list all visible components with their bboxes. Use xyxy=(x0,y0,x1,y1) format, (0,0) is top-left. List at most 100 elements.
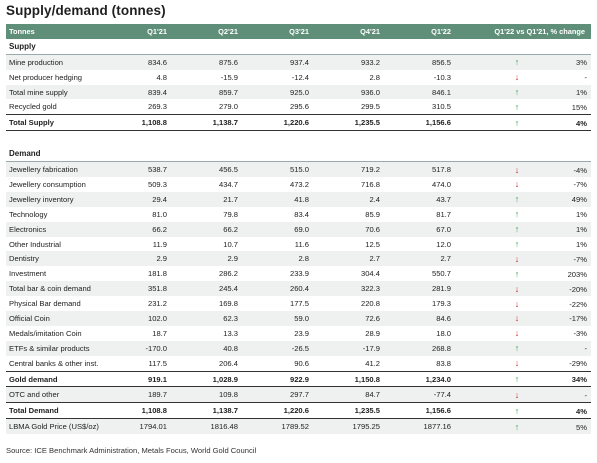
header-tonnes: Tonnes xyxy=(6,24,102,39)
arrow-down-icon: ↓ xyxy=(514,179,520,190)
change-cell: ↑ 34% xyxy=(457,370,591,388)
value-cell: -10.3 xyxy=(433,72,451,82)
table-row-lbma-gold-price-us-oz: LBMA Gold Price (US$/oz) 1794.01 1816.48 17… xyxy=(6,418,591,435)
value-cell: 13.3 xyxy=(223,328,238,338)
value-cell: 279.0 xyxy=(218,102,238,112)
change-cell: ↓ -3% xyxy=(457,326,591,341)
value-cell: 304.4 xyxy=(360,269,380,279)
value-cell: -170.0 xyxy=(102,340,173,356)
pct-change: -29% xyxy=(569,359,587,369)
value-cell: 67.0 xyxy=(386,221,457,237)
row-label: LBMA Gold Price (US$/oz) xyxy=(6,418,102,435)
value-cell: 1,028.9 xyxy=(173,370,244,388)
arrow-up-icon: ↑ xyxy=(514,239,520,250)
value-cell: 18.0 xyxy=(436,328,451,338)
row-label: Net producer hedging xyxy=(9,72,83,82)
section-label: Supply xyxy=(6,38,591,55)
table-row-total-bar-coin-demand: Total bar & coin demand 351.8 245.4 260.4 32… xyxy=(6,281,591,297)
row-label: Jewellery inventory xyxy=(6,191,102,207)
value-cell: 269.3 xyxy=(147,102,167,112)
pct-change: 3% xyxy=(576,58,587,68)
change-cell: ↑ 3% xyxy=(457,54,591,70)
value-cell: 72.6 xyxy=(315,311,386,326)
value-cell: 12.0 xyxy=(436,239,451,249)
value-cell: 260.4 xyxy=(244,281,315,297)
change-cell: ↑ 203% xyxy=(457,266,591,281)
change-cell: ↓ -7% xyxy=(457,251,591,267)
value-cell: 856.5 xyxy=(386,54,457,70)
pct-change: 1% xyxy=(576,210,587,220)
total-row-total-demand: Total Demand 1,108.8 1,138.7 1,220.6 1,235.5… xyxy=(6,402,591,420)
row-label: Jewellery fabrication xyxy=(6,161,102,178)
table-row-etfs-similar-products: ETFs & similar products -170.0 40.8 -26.5 -1… xyxy=(6,340,591,356)
value-cell: 936.0 xyxy=(315,84,386,100)
value-cell: 179.3 xyxy=(431,299,451,309)
pct-change: 1% xyxy=(576,240,587,250)
value-cell: 169.8 xyxy=(218,299,238,309)
value-cell: 859.7 xyxy=(173,84,244,100)
change-cell: ↑ 4% xyxy=(457,402,591,420)
change-cell: ↑ 1% xyxy=(457,237,591,252)
value-cell: 43.7 xyxy=(386,191,457,207)
value-cell: 2.9 xyxy=(102,251,173,267)
row-label: Electronics xyxy=(6,221,102,237)
value-cell: 1,156.6 xyxy=(386,114,457,132)
value-cell: 310.5 xyxy=(431,102,451,112)
value-cell: 1,108.8 xyxy=(102,402,173,420)
table-row-physical-bar-demand: Physical Bar demand 231.2 169.8 177.5 220.8 1… xyxy=(6,296,591,311)
value-cell: 2.8 xyxy=(369,72,380,82)
change-cell: ↑ 4% xyxy=(457,114,591,132)
table-row-other-industrial: Other Industrial 11.9 10.7 11.6 12.5 12.0 ↑ 1% xyxy=(6,237,591,252)
row-label: ETFs & similar products xyxy=(6,340,102,356)
value-cell: 517.8 xyxy=(386,161,457,178)
value-cell: 2.9 xyxy=(173,251,244,267)
value-cell: 1,220.6 xyxy=(244,114,315,132)
row-label: Jewellery consumption xyxy=(9,179,86,189)
table-row-net-producer-hedging: Net producer hedging 4.8 -15.9 -12.4 2.8 -10.… xyxy=(6,70,591,85)
value-cell: 1,156.6 xyxy=(386,402,457,420)
row-label: Medals/imitation Coin xyxy=(9,328,82,338)
pct-change: 4% xyxy=(576,406,587,416)
value-cell: -26.5 xyxy=(244,340,315,356)
value-cell: 1816.48 xyxy=(173,418,244,435)
change-cell: ↓ - xyxy=(457,70,591,85)
value-cell: 919.1 xyxy=(102,370,173,388)
value-cell: 716.8 xyxy=(360,179,380,189)
table-row-jewellery-inventory: Jewellery inventory 29.4 21.7 41.8 2.4 43.7 ↑ 4… xyxy=(6,191,591,207)
table-row-electronics: Electronics 66.2 66.2 69.0 70.6 67.0 ↑ 1% xyxy=(6,221,591,237)
value-cell: 281.9 xyxy=(386,281,457,297)
value-cell: 84.6 xyxy=(386,311,457,326)
value-cell: 456.5 xyxy=(173,161,244,178)
value-cell: 40.8 xyxy=(173,340,244,356)
change-cell: ↑ 5% xyxy=(457,418,591,435)
pct-change: - xyxy=(584,73,587,83)
total-row-total-supply: Total Supply 1,108.8 1,138.7 1,220.6 1,235.5… xyxy=(6,114,591,132)
value-cell: 1794.01 xyxy=(102,418,173,435)
value-cell: 322.3 xyxy=(315,281,386,297)
change-cell: ↓ -17% xyxy=(457,311,591,326)
arrow-up-icon: ↑ xyxy=(514,117,520,128)
change-cell: ↓ -4% xyxy=(457,161,591,178)
pct-change: -22% xyxy=(569,299,587,309)
row-label: Physical Bar demand xyxy=(9,299,81,309)
value-cell: 29.4 xyxy=(102,191,173,207)
value-cell: 84.7 xyxy=(315,386,386,403)
value-cell: 231.2 xyxy=(147,299,167,309)
value-cell: 719.2 xyxy=(315,161,386,178)
arrow-up-icon: ↑ xyxy=(514,209,520,220)
value-cell: 21.7 xyxy=(173,191,244,207)
row-label: Recycled gold xyxy=(9,102,57,112)
change-cell: ↓ -22% xyxy=(457,296,591,311)
value-cell: 2.8 xyxy=(244,251,315,267)
arrow-up-icon: ↑ xyxy=(514,343,520,354)
value-cell: 41.2 xyxy=(365,358,380,368)
value-cell: 11.9 xyxy=(152,239,167,249)
table-row-investment: Investment 181.8 286.2 233.9 304.4 550.7 ↑ 203% xyxy=(6,266,591,281)
value-cell: 1877.16 xyxy=(386,418,457,435)
value-cell: 1,235.5 xyxy=(315,402,386,420)
pct-change: 5% xyxy=(576,422,587,432)
value-cell: 70.6 xyxy=(315,221,386,237)
change-cell: ↓ -7% xyxy=(457,177,591,192)
change-cell: ↑ 15% xyxy=(457,99,591,114)
table-row-jewellery-consumption: Jewellery consumption 509.3 434.7 473.2 716.… xyxy=(6,177,591,192)
